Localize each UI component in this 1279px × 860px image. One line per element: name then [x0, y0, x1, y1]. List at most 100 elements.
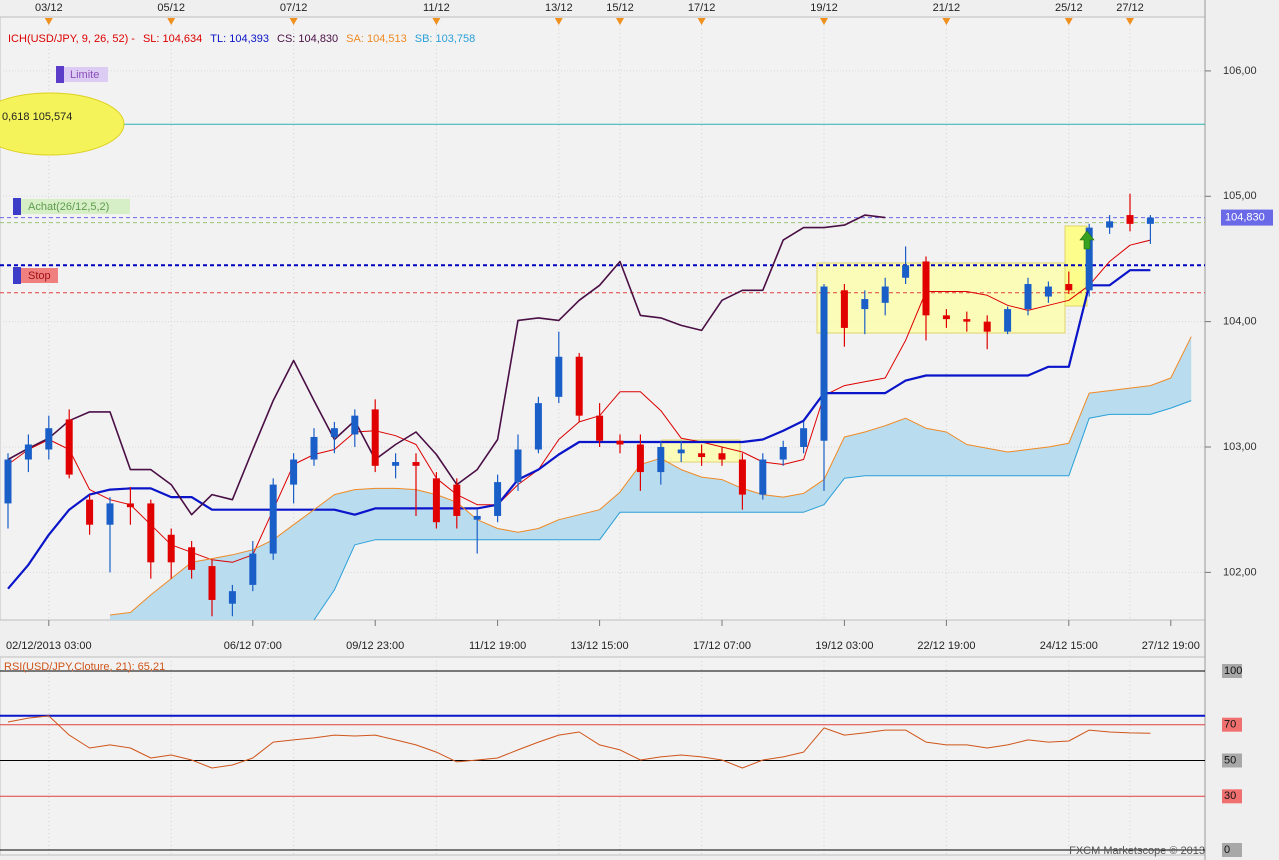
last-price-box: [1221, 209, 1273, 226]
x-tick-label: 09/12 23:00: [346, 640, 404, 652]
x-tick-label: 06/12 07:00: [224, 640, 282, 652]
x-tick-label: 24/12 15:00: [1040, 640, 1098, 652]
x-tick-label: 27/12 19:00: [1142, 640, 1200, 652]
candle-body: [4, 459, 12, 504]
date-marker: [1064, 18, 1073, 25]
candle-body: [310, 436, 318, 460]
date-label: 19/12: [810, 2, 838, 14]
date-marker: [167, 18, 176, 25]
date-label: 15/12: [606, 2, 634, 14]
candle-body: [412, 462, 420, 466]
date-marker: [289, 18, 298, 25]
candle-body: [167, 534, 175, 563]
date-marker: [820, 18, 828, 25]
candle-body: [330, 428, 338, 437]
date-marker: [1126, 18, 1134, 25]
indicator-legend: ICH(USD/JPY, 9, 26, 52) - SL: 104,634 TL: …: [8, 33, 475, 45]
candle-body: [228, 591, 236, 604]
candle-body: [596, 415, 604, 441]
candle-body: [371, 409, 379, 466]
candle-body: [657, 446, 665, 473]
candle-body: [453, 484, 461, 516]
candle-body: [698, 453, 706, 458]
y-tick-label: 30: [1224, 790, 1236, 802]
grid-layer: [0, 17, 1205, 620]
y-tick-label: 102,00: [1223, 566, 1257, 578]
candle-body: [1146, 217, 1154, 224]
legend-entry: ICH(USD/JPY, 9, 26, 52) -: [8, 33, 135, 45]
candle-body: [249, 553, 257, 585]
y-tick-badge: [1222, 664, 1242, 678]
line-series: [7, 214, 886, 516]
cloud: [110, 336, 1192, 620]
date-marker: [616, 18, 624, 25]
line-series: [7, 715, 1151, 769]
candle-body: [840, 290, 848, 328]
order-marker: [13, 267, 21, 284]
candle-body: [636, 444, 644, 473]
legend-entry: TL: 104,393: [210, 33, 269, 45]
y-tick-badge: [1222, 753, 1242, 768]
date-label: 27/12: [1116, 2, 1144, 14]
buy-signal-arrow: [1079, 230, 1095, 250]
x-tick-label: 02/12/2013 03:00: [6, 640, 92, 652]
y-tick-label: 100: [1224, 665, 1242, 677]
candle-body: [677, 449, 685, 454]
order-marker: [13, 198, 21, 215]
candle-body: [861, 299, 869, 310]
candle-body: [392, 462, 400, 466]
date-label: 25/12: [1055, 2, 1083, 14]
candle-body: [65, 419, 73, 475]
rsi-area: [0, 656, 1206, 856]
candle-body: [269, 484, 277, 554]
candle-body: [106, 503, 114, 525]
candle-body: [514, 449, 522, 483]
x-tick-label: 17/12 07:00: [693, 640, 751, 652]
candle-body: [208, 566, 216, 600]
order-marker: [56, 66, 64, 83]
legend-entry: CS: 104,830: [277, 33, 338, 45]
date-label: 13/12: [545, 2, 573, 14]
candle-body: [432, 478, 440, 523]
candle-body: [1044, 286, 1052, 297]
date-label: 21/12: [933, 2, 961, 14]
candle-body: [616, 440, 624, 445]
date-label: 05/12: [157, 2, 185, 14]
y-tick-label: 50: [1224, 754, 1236, 766]
date-label: 07/12: [280, 2, 308, 14]
candle-body: [575, 356, 583, 416]
line-series: [109, 336, 1192, 616]
candle-body: [1024, 284, 1032, 310]
y-tick-label: 106,00: [1223, 65, 1257, 77]
candle-body: [942, 315, 950, 320]
candle-body: [820, 286, 828, 441]
footer: FXCM Marketscope © 2013: [1069, 845, 1205, 857]
candle-body: [290, 459, 298, 485]
stop-label: Stop: [28, 270, 51, 282]
candle-body: [779, 446, 787, 460]
candle-body: [534, 403, 542, 450]
y-tick-badge: [1222, 717, 1242, 732]
line-series: [7, 269, 1151, 590]
candle-body: [738, 459, 746, 495]
x-tick-label: 22/12 19:00: [917, 640, 975, 652]
y-tick-label: 70: [1224, 719, 1236, 731]
date-label: 17/12: [688, 2, 716, 14]
y-tick-badge: [1222, 843, 1242, 857]
candle-body: [351, 415, 359, 435]
last-price-label: 104,830: [1225, 211, 1265, 223]
date-label: 11/12: [423, 2, 450, 14]
candle-body: [963, 319, 971, 322]
candle-body: [24, 444, 32, 460]
date-marker: [44, 18, 53, 25]
limit-tag: [64, 67, 108, 82]
candle-body: [718, 453, 726, 460]
candle-body: [1106, 221, 1114, 228]
x-tick-label: 19/12 03:00: [815, 640, 873, 652]
candle-body: [1004, 309, 1012, 332]
date-marker: [697, 18, 706, 25]
candle-body: [45, 428, 53, 450]
candle-body: [800, 428, 808, 447]
rsi-title: RSI(USD/JPY,Cloture, 21): 65,21: [4, 661, 165, 673]
